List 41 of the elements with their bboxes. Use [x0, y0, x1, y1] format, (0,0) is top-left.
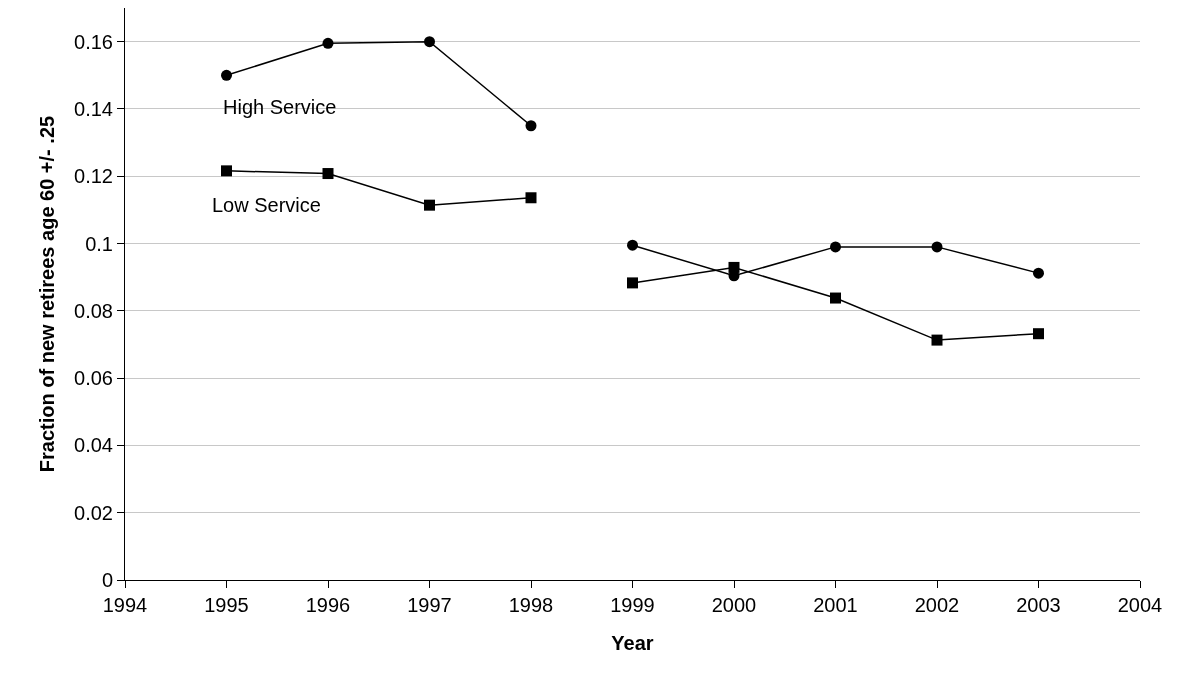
y-axis-title: Fraction of new retirees age 60 +/- .25 — [35, 115, 58, 473]
x-tick-label: 2003 — [1016, 594, 1061, 616]
point — [322, 37, 334, 49]
point — [627, 277, 638, 289]
x-tick-label: 1998 — [508, 594, 554, 616]
y-tick-label: 0.04 — [74, 434, 113, 457]
point — [424, 36, 435, 48]
point — [931, 241, 943, 253]
x-tick-label: 2004 — [1117, 594, 1163, 616]
point — [525, 192, 537, 204]
y-tick-label: 0.1 — [85, 232, 113, 255]
y-tick-label: 0 — [101, 569, 113, 591]
y-tick-label: 0.16 — [74, 30, 113, 53]
point — [322, 168, 334, 180]
x-tick-label: 1996 — [305, 594, 351, 616]
x-tick-label: 1997 — [407, 594, 452, 616]
x-tick-label: 1995 — [204, 594, 249, 616]
series-label: Low Service — [212, 194, 321, 216]
y-tick-label: 0.14 — [74, 97, 113, 120]
point — [1033, 267, 1044, 279]
point — [830, 241, 841, 253]
point — [728, 261, 740, 273]
y-tick-label: 0.06 — [74, 367, 113, 390]
point — [1033, 328, 1044, 340]
series-label: High Service — [223, 96, 337, 118]
point — [221, 69, 232, 81]
point — [424, 199, 435, 211]
x-tick-label: 2001 — [813, 594, 858, 616]
point — [627, 239, 638, 251]
x-tick-label: 2002 — [914, 594, 960, 616]
point — [525, 120, 537, 132]
point — [931, 334, 943, 346]
point — [221, 165, 232, 177]
point — [830, 292, 841, 304]
x-axis-title: Year — [611, 631, 654, 654]
x-tick-label: 1999 — [610, 594, 655, 616]
x-tick-label: 2000 — [711, 594, 757, 616]
y-tick-label: 0.08 — [74, 299, 113, 322]
y-tick-label: 0.12 — [74, 165, 113, 188]
y-tick-label: 0.02 — [74, 501, 113, 524]
x-tick-label: 1994 — [102, 594, 148, 616]
